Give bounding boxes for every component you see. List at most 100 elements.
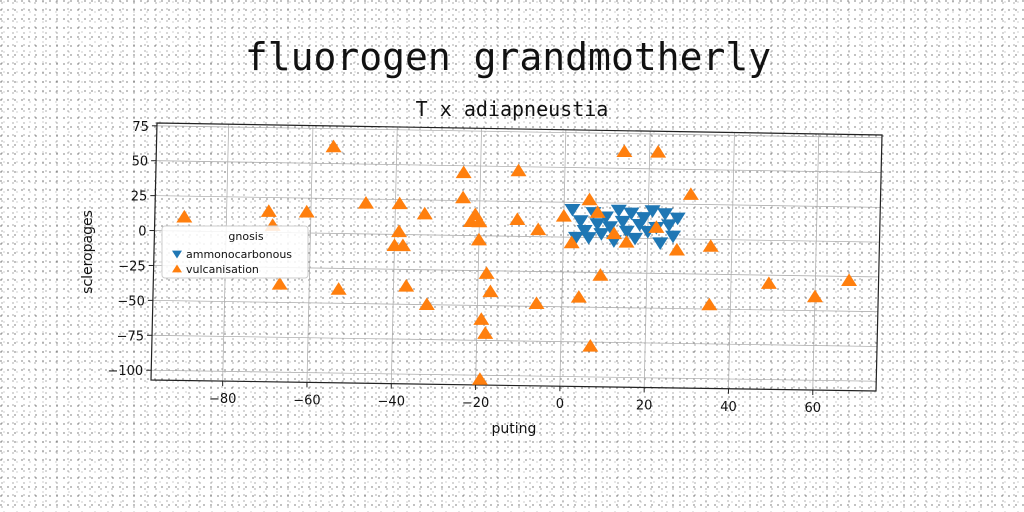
x-tick-label: −40 (378, 395, 405, 410)
grid-line-x (812, 133, 820, 391)
y-tick-label: 50 (132, 155, 149, 170)
grid-line-x (559, 129, 567, 387)
point-vulcanisation (330, 282, 347, 295)
legend-label-ammonocarbonous: ammonocarbonous (186, 248, 292, 261)
x-axis-ticks: −80 −60 −40 −20 0 20 40 60 (209, 381, 821, 416)
point-vulcanisation (509, 212, 526, 226)
point-vulcanisation (618, 235, 635, 248)
y-tick-label: 0 (138, 225, 146, 240)
y-tick-label: −25 (118, 259, 145, 274)
y-axis-label: scleropages (80, 210, 96, 294)
point-ammonocarbonous (657, 208, 674, 221)
point-vulcanisation (510, 163, 527, 177)
point-vulcanisation (592, 268, 609, 281)
point-vulcanisation (325, 139, 342, 153)
y-tick-label: −50 (117, 294, 144, 309)
grid-line-x (475, 128, 482, 385)
grid-line-y (151, 369, 877, 382)
grid-line-x (390, 126, 398, 384)
legend-label-vulcanisation: vulcanisation (186, 263, 259, 276)
point-vulcanisation (398, 278, 415, 292)
x-tick-label: 60 (804, 401, 821, 416)
data-points (176, 139, 858, 385)
x-tick-label: −60 (293, 393, 320, 408)
legend-marker-shape (172, 250, 182, 259)
grid-line-x (643, 131, 651, 388)
grid-line-x (306, 125, 314, 383)
point-vulcanisation (260, 204, 277, 217)
point-vulcanisation (702, 239, 719, 252)
point-vulcanisation (176, 209, 193, 223)
point-vulcanisation (581, 192, 598, 206)
point-ammonocarbonous (564, 203, 581, 217)
legend-marker-shape (172, 264, 182, 273)
x-tick-label: 0 (556, 397, 564, 412)
point-ammonocarbonous (618, 225, 635, 239)
point-ammonocarbonous (627, 232, 644, 246)
point-vulcanisation (271, 277, 288, 290)
point-vulcanisation (391, 224, 408, 238)
point-vulcanisation (701, 297, 718, 311)
x-tick-label: 20 (636, 398, 653, 413)
legend-title: gnosis (228, 230, 263, 243)
chart-legend: gnosis ammonocarbonous vulcanisation (161, 225, 309, 279)
point-ammonocarbonous (568, 231, 585, 245)
point-vulcanisation (616, 144, 633, 158)
point-ammonocarbonous (601, 221, 618, 234)
x-tick-label: −20 (462, 396, 489, 411)
point-ammonocarbonous (610, 204, 627, 218)
point-ammonocarbonous (635, 212, 652, 225)
point-ammonocarbonous (589, 218, 606, 231)
plot-border (150, 122, 883, 392)
point-vulcanisation (478, 266, 495, 279)
grid-line-y (156, 125, 882, 139)
point-ammonocarbonous (665, 230, 682, 244)
point-vulcanisation (682, 187, 699, 200)
y-axis-ticks: 75 50 25 0 −25 −50 −75 −100 (108, 120, 157, 379)
point-vulcanisation (582, 339, 599, 352)
point-vulcanisation (648, 220, 665, 233)
point-ammonocarbonous (593, 228, 610, 241)
point-ammonocarbonous (661, 219, 678, 233)
point-ammonocarbonous (572, 215, 589, 228)
y-tick-label: −75 (117, 329, 144, 344)
point-vulcanisation (473, 312, 490, 325)
point-vulcanisation (298, 204, 315, 218)
point-vulcanisation (668, 242, 685, 256)
point-vulcanisation (570, 290, 587, 303)
point-vulcanisation (455, 165, 472, 179)
point-vulcanisation (416, 206, 433, 220)
point-vulcanisation (528, 296, 545, 309)
y-tick-label: −100 (108, 364, 144, 379)
point-vulcanisation (589, 205, 606, 218)
x-axis-label: puting (492, 421, 537, 437)
plot-frame (150, 122, 883, 392)
point-vulcanisation (418, 297, 435, 311)
grid-line-y (155, 195, 881, 208)
grid-line-y (152, 299, 878, 313)
point-vulcanisation (471, 214, 488, 228)
point-vulcanisation (482, 284, 499, 298)
point-vulcanisation (455, 190, 472, 204)
legend-box (161, 225, 309, 279)
point-vulcanisation (555, 208, 572, 222)
point-ammonocarbonous (576, 225, 593, 238)
point-vulcanisation (394, 238, 411, 252)
point-vulcanisation (806, 289, 823, 303)
point-vulcanisation (357, 196, 374, 209)
point-vulcanisation (471, 372, 488, 385)
point-vulcanisation (606, 226, 623, 240)
grid-line-x (728, 132, 735, 389)
point-ammonocarbonous (614, 215, 631, 229)
point-vulcanisation (563, 235, 580, 249)
chart-subtitle: T x adiapneustia (416, 97, 609, 121)
point-vulcanisation (841, 273, 858, 287)
y-tick-label: 25 (131, 190, 148, 205)
x-tick-label: −80 (209, 392, 236, 407)
point-ammonocarbonous (644, 205, 661, 218)
point-ammonocarbonous (652, 237, 669, 251)
y-tick-label: 75 (132, 120, 149, 135)
x-tick-label: 40 (720, 400, 737, 415)
point-vulcanisation (530, 222, 547, 236)
